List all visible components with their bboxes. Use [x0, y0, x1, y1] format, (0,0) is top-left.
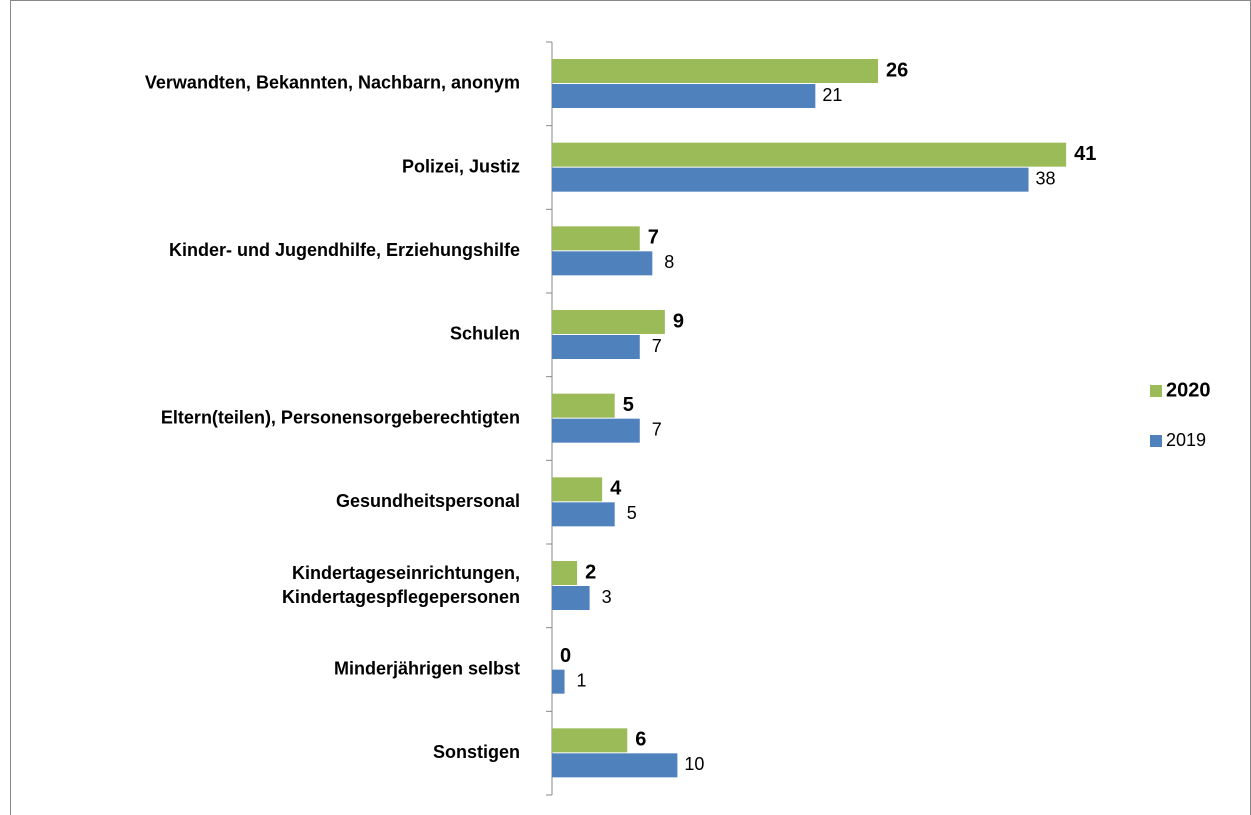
value-label: 8 — [664, 252, 674, 272]
bar — [552, 59, 879, 83]
category-label: Verwandten, Bekannten, Nachbarn, anonym — [145, 73, 520, 93]
bar — [552, 728, 628, 753]
legend-swatch — [1150, 435, 1162, 447]
value-label: 7 — [648, 227, 659, 249]
value-label: 7 — [652, 336, 662, 356]
legend-label: 2020 — [1166, 379, 1211, 401]
value-label: 3 — [602, 587, 612, 607]
bar — [552, 251, 653, 276]
bar — [552, 226, 640, 251]
value-label: 5 — [623, 394, 634, 416]
value-label: 0 — [560, 645, 571, 667]
value-label: 2 — [585, 561, 596, 583]
legend-label: 2019 — [1166, 430, 1206, 450]
bar — [552, 669, 565, 694]
value-label: 7 — [652, 419, 662, 439]
category-label: Kindertageseinrichtungen, Kindertagespfle… — [282, 563, 520, 607]
value-label: 6 — [635, 729, 646, 751]
category-label: Sonstigen — [433, 742, 520, 762]
bar — [552, 502, 615, 527]
value-label: 4 — [610, 478, 622, 500]
category-label: Eltern(teilen), Personensorgeberechtigte… — [161, 407, 520, 427]
bar — [552, 310, 665, 334]
bar — [552, 393, 615, 418]
legend-swatch — [1150, 385, 1162, 397]
value-label: 1 — [577, 670, 587, 690]
bar — [552, 586, 590, 610]
value-label: 41 — [1074, 143, 1096, 165]
bar — [552, 477, 603, 502]
bar — [552, 753, 678, 778]
category-label: Gesundheitspersonal — [336, 491, 520, 511]
category-label: Minderjährigen selbst — [334, 658, 520, 678]
value-label: 26 — [886, 59, 908, 81]
value-label: 9 — [673, 310, 684, 332]
category-label: Polizei, Justiz — [402, 156, 520, 176]
category-label: Kinder- und Jugendhilfe, Erziehungshilfe — [169, 240, 520, 260]
bar — [552, 561, 578, 585]
bar — [552, 418, 640, 443]
bar — [552, 167, 1029, 192]
bar — [552, 84, 816, 108]
value-label: 10 — [684, 754, 704, 774]
value-label: 21 — [822, 85, 842, 105]
bar — [552, 142, 1067, 167]
bar — [552, 335, 640, 359]
value-label: 5 — [627, 503, 637, 523]
category-label: Schulen — [450, 324, 520, 344]
value-label: 38 — [1036, 168, 1056, 188]
